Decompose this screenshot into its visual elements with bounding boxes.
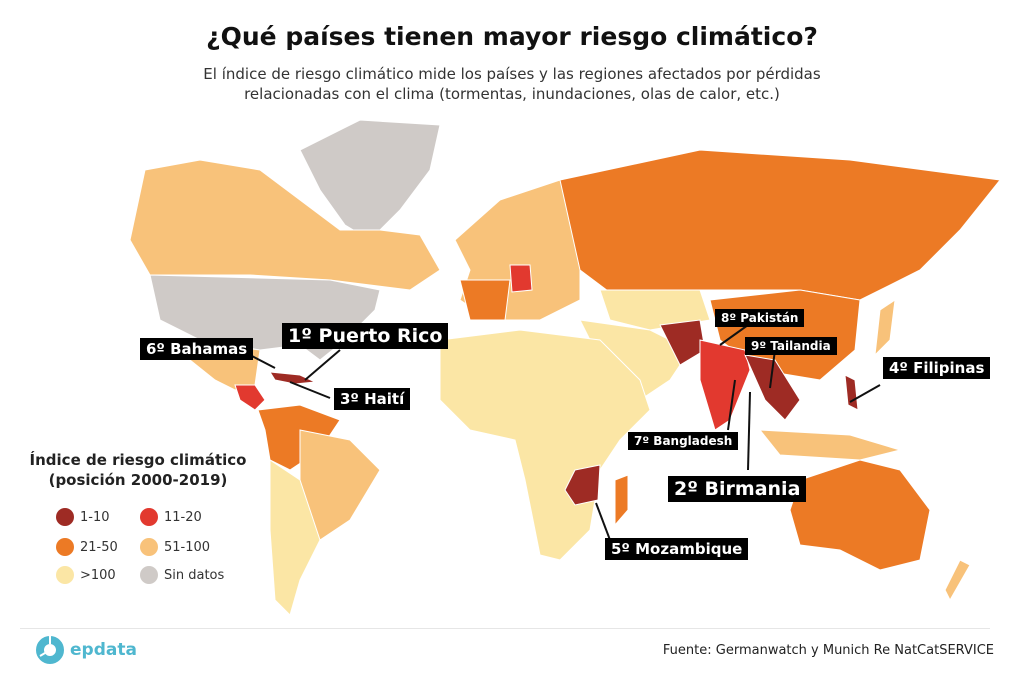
label-mozambique: 5º Mozambique (605, 538, 749, 560)
philippines (844, 374, 859, 411)
label-bangladesh: 7º Bangladesh (628, 432, 739, 450)
source: Fuente: Germanwatch y Munich Re NatCatSE… (662, 643, 994, 658)
se-asia (744, 354, 801, 421)
subtitle-line-2: relacionadas con el clima (tormentas, in… (244, 85, 780, 103)
legend-item: 1-10 (56, 508, 110, 526)
legend-label: >100 (80, 567, 116, 583)
africa (439, 329, 651, 561)
legend: Índice de riesgo climático (posición 200… (28, 450, 248, 584)
logo-text: epdata (70, 640, 137, 660)
legend-label: 51-100 (164, 539, 211, 555)
legend-label: 21-50 (80, 539, 118, 555)
greenland (299, 119, 441, 241)
epdata-logo-icon (36, 636, 64, 664)
india (699, 339, 751, 431)
legend-item: >100 (56, 566, 116, 584)
legend-swatch (56, 566, 74, 584)
legend-item: 11-20 (140, 508, 202, 526)
legend-title-line-1: Índice de riesgo climático (29, 451, 247, 469)
legend-swatch (56, 508, 74, 526)
title: ¿Qué países tienen mayor riesgo climátic… (206, 22, 818, 51)
label-bahamas: 6º Bahamas (140, 338, 254, 360)
russia (559, 149, 1001, 301)
new-zealand (944, 559, 971, 602)
legend-item: Sin datos (140, 566, 224, 584)
legend-item: 21-50 (56, 538, 118, 556)
western-europe (459, 279, 511, 321)
mozambique (564, 464, 601, 506)
label-pakistan: 8º Pakistán (715, 309, 805, 327)
south-america-south (269, 459, 321, 616)
subtitle: El índice de riesgo climático mide los p… (0, 64, 1024, 104)
legend-label: 1-10 (80, 509, 110, 525)
germany (509, 264, 533, 293)
label-tailandia: 9º Tailandia (745, 337, 837, 355)
legend-label: Sin datos (164, 567, 225, 583)
japan (874, 298, 896, 357)
legend-title: Índice de riesgo climático (posición 200… (28, 450, 248, 490)
label-puerto-rico: 1º Puerto Rico (282, 323, 449, 349)
label-haiti: 3º Haití (334, 388, 411, 410)
legend-item: 51-100 (140, 538, 210, 556)
australia (789, 459, 931, 571)
legend-swatch (56, 538, 74, 556)
subtitle-line-1: El índice de riesgo climático mide los p… (203, 65, 821, 83)
legend-swatch (140, 508, 158, 526)
footer-divider (20, 628, 990, 629)
caribbean (269, 371, 317, 385)
label-birmania: 2º Birmania (668, 476, 807, 502)
label-filipinas: 4º Filipinas (883, 357, 991, 379)
legend-swatch (140, 538, 158, 556)
legend-swatch (140, 566, 158, 584)
legend-label: 11-20 (164, 509, 202, 525)
indonesia (758, 429, 902, 461)
central-america (234, 384, 266, 411)
canada-alaska (129, 159, 441, 291)
madagascar (614, 474, 629, 527)
epdata-logo: epdata (36, 636, 137, 664)
legend-title-line-2: (posición 2000-2019) (48, 471, 228, 489)
